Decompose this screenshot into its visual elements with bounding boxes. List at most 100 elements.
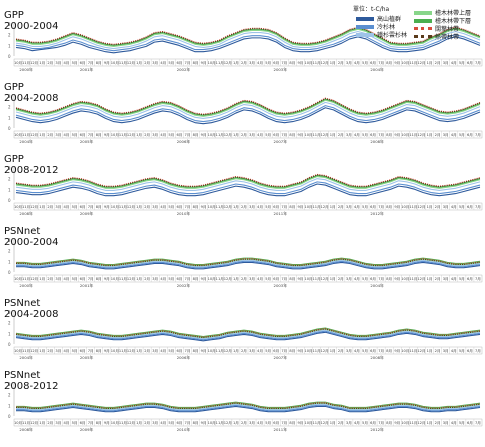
x-tick-label: 6月 (176, 348, 182, 353)
x-tick-label: 8月 (96, 204, 102, 209)
x-tick-label: 7月 (88, 204, 94, 209)
panel-title: PSNnet 2008-2012 (4, 370, 59, 392)
x-tick-label: 6月 (176, 276, 182, 281)
x-year-label: 2008年 (370, 139, 384, 144)
x-tick-label: 12月 (417, 132, 425, 137)
x-tick-label: 12月 (224, 276, 232, 281)
y-tick-label: 3 (8, 22, 11, 27)
series-line (15, 329, 481, 340)
x-tick-label: 11月 (119, 348, 127, 353)
y-tick-label: 2 (8, 177, 11, 182)
panel-title-line: PSNnet (4, 298, 41, 309)
x-tick-label: 11月 (22, 348, 30, 353)
panel-title: PSNnet 2000-2004 (4, 226, 59, 248)
x-tick-label: 4月 (64, 132, 70, 137)
x-tick-label: 2月 (144, 348, 150, 353)
series-line (15, 107, 481, 125)
x-tick-label: 7月 (378, 348, 384, 353)
x-tick-label: 2月 (338, 276, 344, 281)
x-tick-label: 1月 (427, 276, 433, 281)
series-line (15, 331, 481, 342)
x-tick-label: 10月 (304, 60, 312, 65)
x-tick-label: 4月 (451, 60, 457, 65)
x-tick-label: 8月 (96, 276, 102, 281)
x-tick-label: 8月 (386, 348, 392, 353)
y-tick-label: 2 (8, 321, 11, 326)
x-tick-label: 4月 (64, 348, 70, 353)
x-tick-label: 1月 (39, 348, 45, 353)
x-tick-label: 2月 (435, 420, 441, 425)
legend-item: 熱帶林帶 (414, 32, 459, 41)
panel-title-line: PSNnet (4, 370, 41, 381)
x-tick-label: 9月 (298, 132, 304, 137)
x-tick-label: 10月 (401, 420, 409, 425)
panel-title-line: 2004-2008 (4, 309, 59, 320)
x-tick-label: 12月 (417, 60, 425, 65)
x-tick-label: 2月 (144, 276, 150, 281)
x-tick-label: 1月 (233, 60, 239, 65)
x-tick-label: 9月 (201, 276, 207, 281)
x-tick-label: 4月 (451, 348, 457, 353)
x-tick-label: 3月 (152, 60, 158, 65)
x-tick-label: 3月 (346, 132, 352, 137)
x-tick-label: 8月 (386, 420, 392, 425)
series-line (15, 181, 481, 195)
x-tick-label: 2月 (47, 420, 53, 425)
x-tick-label: 6月 (370, 276, 376, 281)
x-tick-label: 10月 (14, 204, 22, 209)
x-year-label: 2001年 (80, 67, 94, 72)
legend-item: 冷杉林 (356, 22, 395, 31)
legend-swatch (414, 35, 432, 38)
x-tick-label: 1月 (233, 204, 239, 209)
x-tick-label: 6月 (370, 60, 376, 65)
x-tick-label: 11月 (22, 204, 30, 209)
legend-item: 高山植群 (356, 14, 401, 23)
x-tick-label: 1月 (330, 276, 336, 281)
x-tick-label: 7月 (475, 348, 481, 353)
x-tick-label: 11月 (313, 60, 321, 65)
x-tick-label: 9月 (104, 276, 110, 281)
x-tick-label: 9月 (298, 276, 304, 281)
x-tick-label: 5月 (459, 204, 465, 209)
x-tick-label: 9月 (201, 204, 207, 209)
x-tick-label: 2月 (338, 348, 344, 353)
x-tick-label: 2月 (241, 276, 247, 281)
series-line (15, 99, 481, 117)
x-year-label: 2010年 (177, 211, 191, 216)
x-tick-label: 2月 (144, 420, 150, 425)
x-tick-label: 6月 (273, 276, 279, 281)
x-tick-label: 2月 (435, 60, 441, 65)
x-year-label: 2011年 (274, 427, 288, 432)
x-tick-label: 1月 (233, 132, 239, 137)
legend-label: 高山植群 (377, 16, 402, 23)
x-tick-label: 8月 (289, 420, 295, 425)
x-tick-label: 12月 (224, 348, 232, 353)
x-tick-label: 2月 (435, 204, 441, 209)
x-tick-label: 11月 (216, 204, 224, 209)
x-tick-label: 7月 (88, 60, 94, 65)
x-tick-label: 2月 (241, 204, 247, 209)
x-tick-label: 11月 (313, 132, 321, 137)
x-tick-label: 2月 (144, 60, 150, 65)
legend-swatch (356, 32, 374, 37)
x-tick-label: 3月 (346, 60, 352, 65)
x-tick-label: 4月 (451, 420, 457, 425)
x-tick-label: 5月 (459, 348, 465, 353)
y-tick-label: 3 (8, 94, 11, 99)
x-tick-label: 5月 (168, 276, 174, 281)
legend-unit: 單位：t-C/ha (353, 6, 390, 13)
x-tick-label: 8月 (289, 132, 295, 137)
x-tick-label: 4月 (160, 204, 166, 209)
x-tick-label: 12月 (321, 276, 329, 281)
x-tick-label: 2月 (435, 276, 441, 281)
x-tick-label: 11月 (119, 420, 127, 425)
x-year-label: 2003年 (274, 67, 288, 72)
x-year-label: 2007年 (274, 139, 288, 144)
x-tick-label: 5月 (362, 204, 368, 209)
x-tick-label: 12月 (224, 204, 232, 209)
x-tick-label: 9月 (201, 60, 207, 65)
series-line (15, 328, 481, 339)
x-tick-label: 7月 (185, 276, 191, 281)
x-tick-label: 6月 (467, 60, 473, 65)
